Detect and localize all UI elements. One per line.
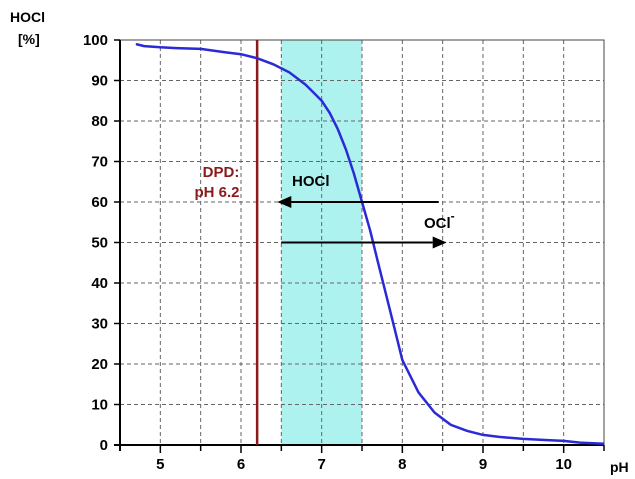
hocl-curve-point — [321, 100, 323, 102]
hocl-curve-point — [288, 71, 290, 73]
hocl-curve-point — [240, 53, 242, 55]
hocl-curve-point — [272, 63, 274, 65]
y-tick-label: 10 — [91, 397, 108, 414]
arrow-layer — [277, 196, 447, 249]
hocl-curve-point — [434, 412, 436, 414]
ocl-superscript: - — [451, 209, 455, 223]
hocl-curve-point — [563, 440, 565, 442]
y-tick-label: 40 — [91, 275, 108, 292]
hocl-curve-point — [200, 48, 202, 50]
hocl-curve-point — [417, 391, 420, 393]
x-tick-label: 7 — [317, 456, 325, 473]
y-axis-title-line2: [%] — [18, 31, 40, 47]
hocl-curve-point — [256, 57, 258, 59]
hocl-curve-point — [345, 148, 347, 150]
hocl-arrow-head — [277, 196, 292, 208]
hocl-curve-point — [369, 229, 371, 231]
hocl-curve-point — [329, 112, 331, 114]
hocl-curve-point — [175, 47, 178, 49]
hocl-curve-point — [304, 83, 307, 86]
x-tick-label: 6 — [237, 456, 245, 473]
hocl-curve — [135, 42, 605, 446]
y-tick-label: 30 — [91, 316, 108, 333]
hocl-curve-point — [466, 430, 468, 432]
hocl-curve-point — [522, 438, 524, 440]
hocl-arrow-label: HOCl — [292, 173, 330, 190]
x-tick-label: 5 — [156, 456, 164, 473]
y-tick-label: 20 — [91, 356, 108, 373]
hocl-curve-point — [579, 441, 581, 444]
y-tick-label: 70 — [91, 154, 108, 171]
hocl-curve-point — [385, 294, 387, 296]
hocl-curve-point — [482, 434, 484, 436]
hocl-curve-point — [224, 51, 226, 53]
x-tick-label: 8 — [398, 456, 406, 473]
ocl-label-text: OCl — [424, 215, 451, 232]
hocl-curve-point — [143, 45, 145, 47]
hocl-curve-point — [337, 128, 339, 130]
x-axis-title: pH — [610, 459, 629, 475]
hocl-curve-point — [135, 43, 137, 45]
hocl-curve-point — [313, 92, 315, 94]
hocl-curve-point — [603, 443, 605, 445]
y-axis-title-line1: HOCl — [10, 9, 45, 25]
x-tick-label: 10 — [555, 456, 572, 473]
y-tick-label: 60 — [91, 194, 108, 211]
y-tick-label: 0 — [100, 437, 108, 454]
y-tick-label: 80 — [91, 113, 108, 130]
hocl-curve-point — [159, 46, 161, 48]
ocl-arrow-label: OCl- — [424, 209, 455, 232]
series-layer — [135, 42, 605, 446]
x-tick-label: 9 — [479, 456, 487, 473]
y-tick-label: 90 — [91, 73, 108, 90]
hocl-curve-point — [450, 424, 452, 426]
hocl-curve-point — [393, 326, 395, 329]
hocl-curve-point — [401, 359, 403, 361]
dpd-label-line1: DPD: — [203, 164, 240, 181]
hocl-curve-point — [377, 262, 379, 264]
hocl-curve-point — [353, 173, 355, 175]
hocl-curve-point — [498, 436, 500, 438]
ocl-arrow-head — [432, 236, 447, 249]
dpd-label-line2: pH 6.2 — [194, 184, 239, 201]
axis-layer — [114, 39, 605, 453]
y-tick-label: 100 — [83, 32, 108, 49]
y-tick-label: 50 — [91, 235, 108, 252]
hocl-curve-point — [546, 439, 549, 441]
